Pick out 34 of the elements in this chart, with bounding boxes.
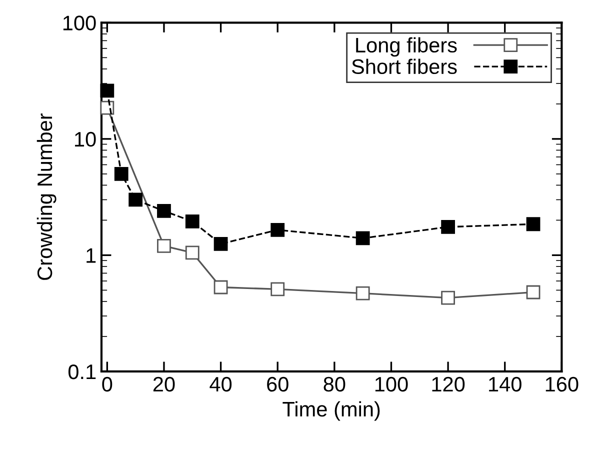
y-tick-label: 100 [63,16,96,30]
y-axis-title: Crowding Number [36,113,56,280]
x-tick-label: 20 [153,376,175,392]
y-tick-label: 0.1 [68,364,96,380]
x-tick-label: 0 [102,376,112,392]
point [270,222,285,237]
x-tick-label: 120 [432,376,465,392]
legend-label: Long fibers [356,37,457,57]
point [114,166,128,181]
point [128,192,143,207]
point [214,236,228,251]
point [185,246,200,260]
x-tick-label: 140 [489,376,522,392]
x-tick-label: 60 [267,376,288,392]
point [270,282,285,296]
point [157,239,171,253]
point [185,214,200,228]
point [356,231,370,246]
point [441,220,455,234]
x-tick-label: 80 [324,376,346,392]
y-tick-label: 10 [75,132,96,147]
point [100,84,114,98]
point [526,217,540,232]
point [157,204,171,218]
x-tick-label: 100 [375,376,408,392]
point [526,285,540,300]
point [441,290,455,305]
y-tick-label: 1 [86,248,96,263]
point [356,286,370,300]
point [214,280,228,294]
x-tick-label: 40 [210,376,232,392]
legend-label: Short fibers [352,58,457,74]
x-tick-label: 160 [546,376,578,392]
x-axis-title: Time (min) [282,401,380,421]
